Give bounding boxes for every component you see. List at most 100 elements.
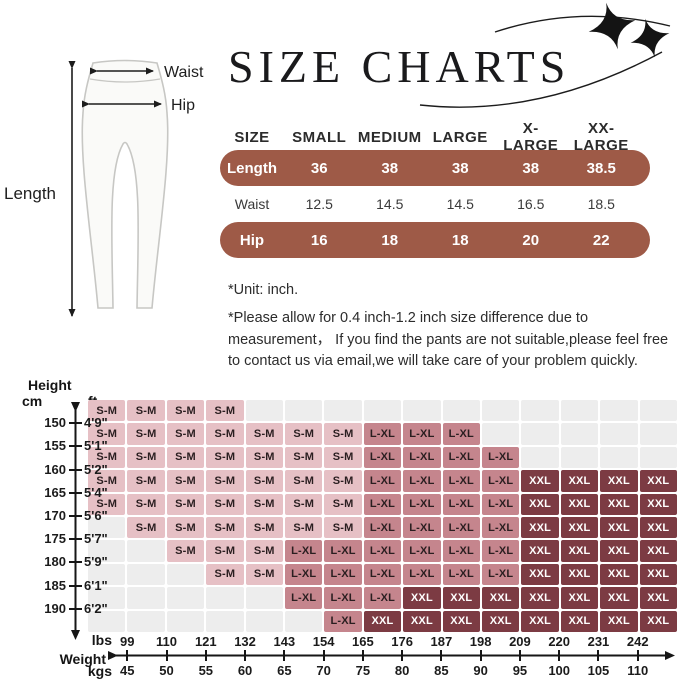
ft-tick-label: 5'2" bbox=[84, 461, 108, 477]
size-cell-xxl: XXL bbox=[560, 563, 599, 586]
size-cell-empty bbox=[560, 423, 599, 445]
size-cell-sm: S-M bbox=[324, 493, 362, 515]
size-cell-lxl: L-XL bbox=[403, 493, 441, 515]
size-cell-empty bbox=[88, 610, 126, 632]
lbs-tick-label: 220 bbox=[548, 634, 571, 649]
size-cell-sm: S-M bbox=[127, 470, 165, 492]
cm-tick-label: 180 bbox=[44, 554, 66, 570]
size-cell-xxl: XXL bbox=[600, 470, 638, 492]
lbs-tick-label: 176 bbox=[391, 634, 413, 649]
size-table: SIZE SMALL MEDIUM LARGE X-LARGE XX-LARGE… bbox=[220, 120, 650, 258]
size-cell-empty bbox=[88, 587, 126, 609]
size-cell-empty bbox=[166, 563, 205, 586]
size-cell-empty bbox=[166, 610, 205, 632]
size-value-cell: 14.5 bbox=[446, 196, 474, 212]
size-value-cell: 38 bbox=[381, 159, 399, 177]
size-value-cell: 18 bbox=[381, 231, 399, 249]
size-value-cell: 18 bbox=[451, 231, 469, 249]
size-cell-sm: S-M bbox=[206, 423, 244, 445]
cm-tick-label: 160 bbox=[44, 461, 66, 477]
size-cell-sm: S-M bbox=[245, 423, 283, 445]
size-cell-xxl: XXL bbox=[521, 516, 559, 539]
height-tick-mark bbox=[69, 468, 82, 471]
lbs-tick-label: 209 bbox=[509, 634, 531, 649]
size-cell-empty bbox=[285, 610, 323, 632]
header-small: SMALL bbox=[292, 128, 347, 146]
lbs-tick-label: 187 bbox=[430, 634, 453, 649]
size-cell-empty bbox=[600, 446, 638, 469]
size-cell-empty bbox=[88, 516, 126, 539]
note-unit: *Unit: inch. bbox=[228, 282, 299, 298]
weight-tick-mark bbox=[401, 650, 404, 661]
size-cell-xxl: XXL bbox=[560, 493, 599, 515]
size-cell-sm: S-M bbox=[206, 516, 244, 539]
size-cell-xxl: XXL bbox=[521, 470, 559, 492]
lbs-tick-label: 165 bbox=[352, 634, 374, 649]
size-cell-sm: S-M bbox=[285, 493, 323, 515]
size-row-label: Hip bbox=[239, 231, 265, 249]
lbs-tick-label: 110 bbox=[156, 634, 178, 649]
size-cell-empty bbox=[245, 610, 283, 632]
weight-tick-mark bbox=[204, 650, 207, 661]
lbs-tick-label: 99 bbox=[120, 634, 135, 649]
header-medium: MEDIUM bbox=[357, 128, 422, 146]
kgs-tick-label: 60 bbox=[237, 663, 253, 678]
weight-tick-mark bbox=[440, 650, 443, 661]
height-tick-mark bbox=[69, 584, 82, 587]
size-cell-xxl: XXL bbox=[403, 610, 441, 632]
size-value-cell: 38.5 bbox=[586, 159, 616, 177]
size-cell-xxl: XXL bbox=[560, 587, 599, 609]
size-cell-xxl: XXL bbox=[560, 516, 599, 539]
size-cell-sm: S-M bbox=[166, 400, 205, 422]
height-tick-mark bbox=[69, 445, 82, 448]
height-tick-mark bbox=[69, 561, 82, 564]
size-cell-sm: S-M bbox=[245, 493, 283, 515]
weight-tick-mark bbox=[244, 650, 247, 661]
size-cell-xxl: XXL bbox=[482, 587, 520, 609]
lbs-tick-label: 132 bbox=[234, 634, 256, 649]
size-cell-xxl: XXL bbox=[560, 610, 599, 632]
size-cell-lxl: L-XL bbox=[363, 423, 402, 445]
size-cell-empty bbox=[600, 400, 638, 422]
size-cell-xxl: XXL bbox=[442, 610, 480, 632]
kgs-tick-label: 45 bbox=[120, 663, 135, 678]
height-tick-mark bbox=[69, 515, 82, 517]
size-cell-empty bbox=[88, 563, 126, 586]
weight-tick-mark bbox=[322, 650, 325, 661]
cm-tick-label: 150 bbox=[44, 415, 66, 431]
size-row-waist: Waist 12.5 14.5 14.5 16.5 18.5 bbox=[220, 186, 650, 222]
size-cell-empty bbox=[639, 400, 677, 422]
size-cell-sm: S-M bbox=[166, 423, 205, 445]
size-value-cell: 36 bbox=[310, 159, 328, 177]
lbs-tick-label: 154 bbox=[312, 634, 335, 649]
cm-tick-label: 155 bbox=[44, 438, 66, 454]
size-cell-lxl: L-XL bbox=[442, 516, 480, 539]
size-cell-lxl: L-XL bbox=[363, 470, 402, 492]
height-tick-mark bbox=[69, 491, 82, 494]
size-cell-sm: S-M bbox=[206, 470, 244, 492]
size-cell-lxl: L-XL bbox=[403, 423, 441, 445]
size-cell-sm: S-M bbox=[206, 540, 244, 562]
size-cell-lxl: L-XL bbox=[363, 446, 402, 469]
height-weight-grid: S-M S-M S-M S-M S-M S-M S-M S-M S-M S-M S-M L-XL L-X… bbox=[88, 400, 677, 632]
size-cell-empty bbox=[482, 423, 520, 445]
size-cell-lxl: L-XL bbox=[442, 446, 480, 469]
kgs-unit-label: kgs bbox=[87, 663, 112, 679]
size-cell-empty bbox=[560, 446, 599, 469]
ft-tick-label: 5'1" bbox=[84, 438, 108, 454]
lbs-tick-label: 143 bbox=[273, 634, 296, 649]
size-row-label: Waist bbox=[234, 196, 270, 212]
cm-unit-label: cm bbox=[22, 393, 43, 409]
weight-tick-mark bbox=[479, 650, 482, 661]
size-cell-lxl: L-XL bbox=[442, 493, 480, 515]
ft-tick-label: 5'6" bbox=[84, 508, 108, 523]
leggings-illustration: Waist Hip Length bbox=[4, 59, 204, 317]
size-cell-empty bbox=[88, 540, 126, 562]
size-cell-xxl: XXL bbox=[600, 493, 638, 515]
weight-tick-mark bbox=[558, 650, 561, 661]
size-cell-lxl: L-XL bbox=[482, 493, 520, 515]
height-tick-mark bbox=[69, 607, 82, 610]
size-cell-lxl: L-XL bbox=[285, 540, 323, 562]
size-cell-empty bbox=[521, 400, 559, 422]
